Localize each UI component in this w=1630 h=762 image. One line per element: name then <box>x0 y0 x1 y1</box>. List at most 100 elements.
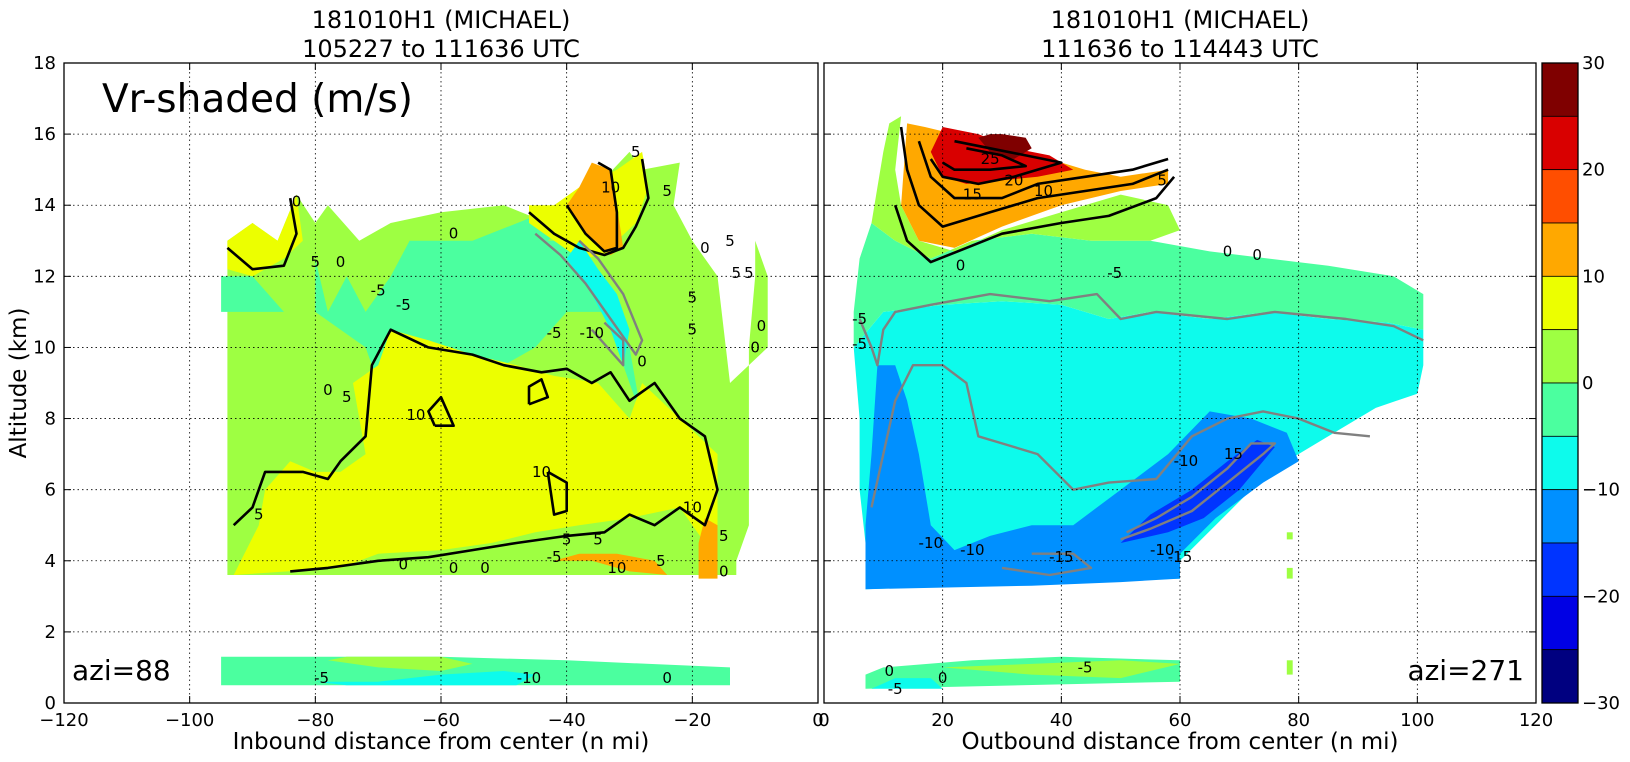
contour-label-5: 0 <box>449 225 459 243</box>
contour-label-24: 10 <box>683 498 702 516</box>
panel-left: 181010H1 (MICHAEL) 105227 to 111636 UTC … <box>33 6 824 755</box>
region-12.5-7 <box>698 518 718 579</box>
region--7.5-0 <box>853 301 1424 590</box>
y-tick-label-16: 16 <box>33 124 56 145</box>
region--2.5-9 <box>221 656 730 686</box>
y-tick-label-14: 14 <box>33 195 56 216</box>
contour--15-7 <box>1120 442 1277 541</box>
contour-5-1 <box>899 126 1169 228</box>
colorbar-band-10 <box>1541 595 1579 651</box>
contour-label-4: 5 <box>1157 171 1167 189</box>
contour-label-28: 5 <box>656 552 666 570</box>
contour-label-4: -5 <box>396 296 411 314</box>
y-tick-label-2: 2 <box>45 622 56 643</box>
contour-label-15: -15 <box>1049 548 1074 566</box>
left-axis-ticks: −120 −100 −80 −60 −40 −20 0 0 2 4 6 8 10 12 14 16 18 <box>33 53 824 731</box>
region-7.5-3 <box>227 194 303 277</box>
contour-label-0: 0 <box>292 193 302 211</box>
contour-label-19: -5 <box>888 680 903 698</box>
left-annotation-azi: azi=88 <box>72 654 171 687</box>
contour-label-22: 10 <box>406 406 425 424</box>
contour-label-35: 0 <box>719 562 729 580</box>
right-regions <box>853 116 1424 689</box>
x-tick-label--120: −120 <box>39 710 88 731</box>
x-tick-label-20: 20 <box>931 710 954 731</box>
colorbar-band-9 <box>1541 542 1579 597</box>
right-axis-ticks: 0 20 40 60 80 100 120 <box>818 62 1553 731</box>
contour-label-12: 5 <box>744 264 754 282</box>
contour-label-1: 20 <box>1004 171 1023 189</box>
y-axis-label: Altitude (km) <box>6 308 32 459</box>
contour-label-21: -5 <box>1078 658 1093 676</box>
region-2.5-13 <box>1286 567 1293 579</box>
region-12.5-5 <box>566 162 624 255</box>
region--7.5-9 <box>871 678 943 689</box>
right-annotation-azi: azi=271 <box>1407 654 1524 687</box>
contour-label-9: -5 <box>852 310 867 328</box>
x-tick-label--40: −40 <box>548 710 586 731</box>
contour-label-10: -5 <box>852 335 867 353</box>
contour-label-30: 10 <box>607 559 626 577</box>
colorbar-band-3 <box>1541 222 1579 277</box>
contour-10-6 <box>546 470 569 516</box>
contour-label-6: 10 <box>601 178 620 196</box>
colorbar-band-1 <box>1541 115 1579 171</box>
contour-0-0 <box>226 197 298 271</box>
colorbar-tick-20: 20 <box>1582 160 1605 181</box>
contour-10-2 <box>917 140 1169 200</box>
contour-label-27: 5 <box>593 530 603 548</box>
colorbar-tick--20: −20 <box>1582 586 1620 607</box>
contour-label-34: -5 <box>547 548 562 566</box>
contour-label-3: -5 <box>371 282 386 300</box>
right-xlabel: Outbound distance from center (n mi) <box>962 729 1399 755</box>
x-tick-label-40: 40 <box>1050 710 1073 731</box>
contour-label-18: 0 <box>884 662 894 680</box>
region--7.5-10 <box>315 671 536 686</box>
contour-label-8: 0 <box>1252 246 1262 264</box>
contour--10-6 <box>870 364 1371 508</box>
x-tick-label-60: 60 <box>1169 710 1192 731</box>
region-7.5-2 <box>233 329 718 575</box>
contour-label-7: 5 <box>631 143 641 161</box>
left-xlabel: Inbound distance from center (n mi) <box>233 729 650 755</box>
contour-15-3 <box>929 139 1063 186</box>
contour-label-25: 5 <box>254 506 264 524</box>
contour-label-36: -5 <box>314 669 329 687</box>
contour-0-0 <box>893 175 1176 264</box>
contour-label-0: 25 <box>981 150 1000 168</box>
right-grid <box>824 63 1536 703</box>
contour-label-19: 0 <box>637 353 647 371</box>
y-tick-label-4: 4 <box>45 551 56 572</box>
y-tick-label-8: 8 <box>45 409 56 430</box>
colorbar-band-2 <box>1541 169 1579 224</box>
x-tick-label--20: −20 <box>673 710 711 731</box>
colorbar: 30 20 10 0 −10 −20 −30 <box>1541 53 1620 714</box>
contour-label-13: 5 <box>688 289 698 307</box>
colorbar-tick--10: −10 <box>1582 480 1620 501</box>
contour-label-29: 5 <box>719 527 729 545</box>
contour-label-11: -10 <box>1174 452 1199 470</box>
colorbar-tick-0: 0 <box>1582 373 1593 394</box>
y-tick-label-18: 18 <box>33 53 56 74</box>
contour--5-5 <box>858 292 1424 367</box>
contour-20-4 <box>942 147 1027 171</box>
x-tick-label-100: 100 <box>1400 710 1434 731</box>
contour-label-2: 0 <box>336 253 346 271</box>
contour-label-2: 15 <box>963 186 982 204</box>
contour-10-4 <box>527 378 550 406</box>
colorbar-band-5 <box>1541 329 1579 384</box>
colorbar-tick-30: 30 <box>1582 53 1605 74</box>
x-tick-label--100: −100 <box>165 710 214 731</box>
contour-label-8: 5 <box>662 182 672 200</box>
contour-label-15: 0 <box>757 317 767 335</box>
contour-label-37: -10 <box>517 669 542 687</box>
contour-label-12: 15 <box>1224 445 1243 463</box>
colorbar-band-0 <box>1541 62 1579 117</box>
x-tick-label--60: −60 <box>422 710 460 731</box>
contour-label-16: -10 <box>1150 541 1175 559</box>
contour-label-14: 5 <box>688 321 698 339</box>
contour-label-6: -5 <box>1107 264 1122 282</box>
contour-label-23: 10 <box>532 463 551 481</box>
